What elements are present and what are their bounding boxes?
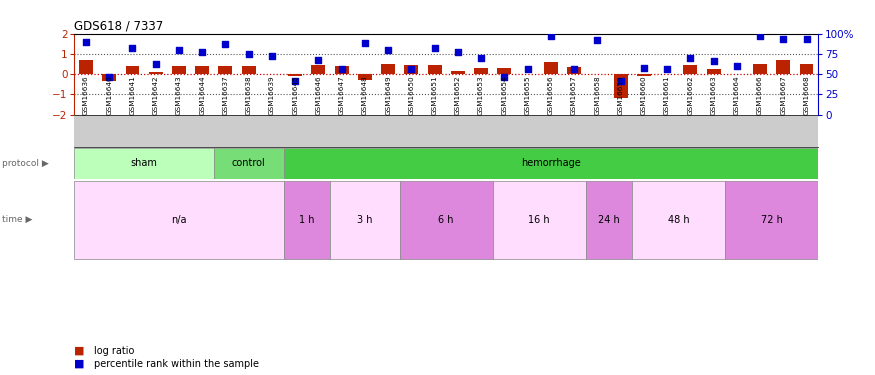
- Text: time ▶: time ▶: [2, 215, 32, 224]
- Text: protocol ▶: protocol ▶: [2, 159, 48, 168]
- Bar: [74, 148, 213, 179]
- Point: [404, 66, 418, 72]
- Bar: [284, 181, 330, 259]
- Point: [382, 47, 396, 53]
- Text: 72 h: 72 h: [760, 215, 782, 225]
- Point: [567, 66, 581, 72]
- Bar: [404, 65, 418, 74]
- Bar: [334, 66, 348, 74]
- Bar: [172, 66, 186, 74]
- Point: [637, 65, 651, 71]
- Bar: [149, 72, 163, 74]
- Point: [219, 41, 233, 47]
- Text: control: control: [232, 158, 266, 168]
- Bar: [707, 69, 720, 74]
- Point: [102, 74, 116, 80]
- Bar: [585, 181, 632, 259]
- Bar: [195, 66, 209, 74]
- Bar: [637, 74, 651, 76]
- Bar: [428, 65, 442, 74]
- Bar: [242, 66, 256, 74]
- Text: hemorrhage: hemorrhage: [521, 158, 581, 168]
- Point: [474, 55, 488, 61]
- Bar: [725, 181, 818, 259]
- Point: [800, 36, 814, 42]
- Bar: [753, 64, 767, 74]
- Point: [428, 45, 442, 51]
- Point: [125, 45, 139, 51]
- Text: log ratio: log ratio: [94, 346, 134, 355]
- Point: [753, 33, 767, 39]
- Point: [706, 58, 720, 64]
- Point: [312, 57, 326, 63]
- Bar: [125, 66, 139, 74]
- Text: 1 h: 1 h: [299, 215, 314, 225]
- Bar: [382, 64, 396, 74]
- Bar: [776, 60, 790, 74]
- Bar: [330, 181, 400, 259]
- Text: 6 h: 6 h: [438, 215, 454, 225]
- Bar: [358, 74, 372, 80]
- Point: [591, 37, 605, 43]
- Point: [521, 66, 535, 72]
- Point: [265, 53, 279, 59]
- Text: ■: ■: [74, 346, 85, 355]
- Point: [358, 40, 372, 46]
- Point: [149, 62, 163, 68]
- Text: ■: ■: [74, 359, 85, 369]
- Point: [242, 51, 256, 57]
- Point: [195, 48, 209, 54]
- Bar: [497, 68, 511, 74]
- Point: [334, 66, 348, 72]
- Point: [730, 63, 744, 69]
- Point: [451, 50, 465, 55]
- Bar: [214, 148, 284, 179]
- Text: 24 h: 24 h: [598, 215, 619, 225]
- Bar: [493, 181, 585, 259]
- Text: percentile rank within the sample: percentile rank within the sample: [94, 359, 259, 369]
- Point: [172, 47, 186, 53]
- Point: [683, 55, 697, 61]
- Bar: [683, 65, 697, 74]
- Text: 48 h: 48 h: [668, 215, 690, 225]
- Bar: [312, 65, 326, 74]
- Text: n/a: n/a: [172, 215, 186, 225]
- Bar: [613, 74, 627, 98]
- Point: [497, 74, 511, 80]
- Text: sham: sham: [130, 158, 158, 168]
- Bar: [219, 66, 233, 74]
- Bar: [474, 68, 488, 74]
- Bar: [74, 181, 284, 259]
- Point: [79, 39, 93, 45]
- Text: 3 h: 3 h: [357, 215, 373, 225]
- Point: [660, 66, 674, 72]
- Bar: [544, 62, 558, 74]
- Bar: [451, 71, 465, 74]
- Bar: [800, 64, 814, 74]
- Bar: [288, 74, 302, 76]
- Text: GDS618 / 7337: GDS618 / 7337: [74, 20, 164, 33]
- Bar: [400, 181, 493, 259]
- Bar: [632, 181, 725, 259]
- Bar: [284, 148, 818, 179]
- Text: 16 h: 16 h: [528, 215, 550, 225]
- Point: [288, 78, 302, 84]
- Bar: [79, 60, 93, 74]
- Point: [544, 33, 558, 39]
- Point: [776, 36, 790, 42]
- Bar: [567, 68, 581, 74]
- Bar: [102, 74, 116, 81]
- Point: [613, 78, 627, 84]
